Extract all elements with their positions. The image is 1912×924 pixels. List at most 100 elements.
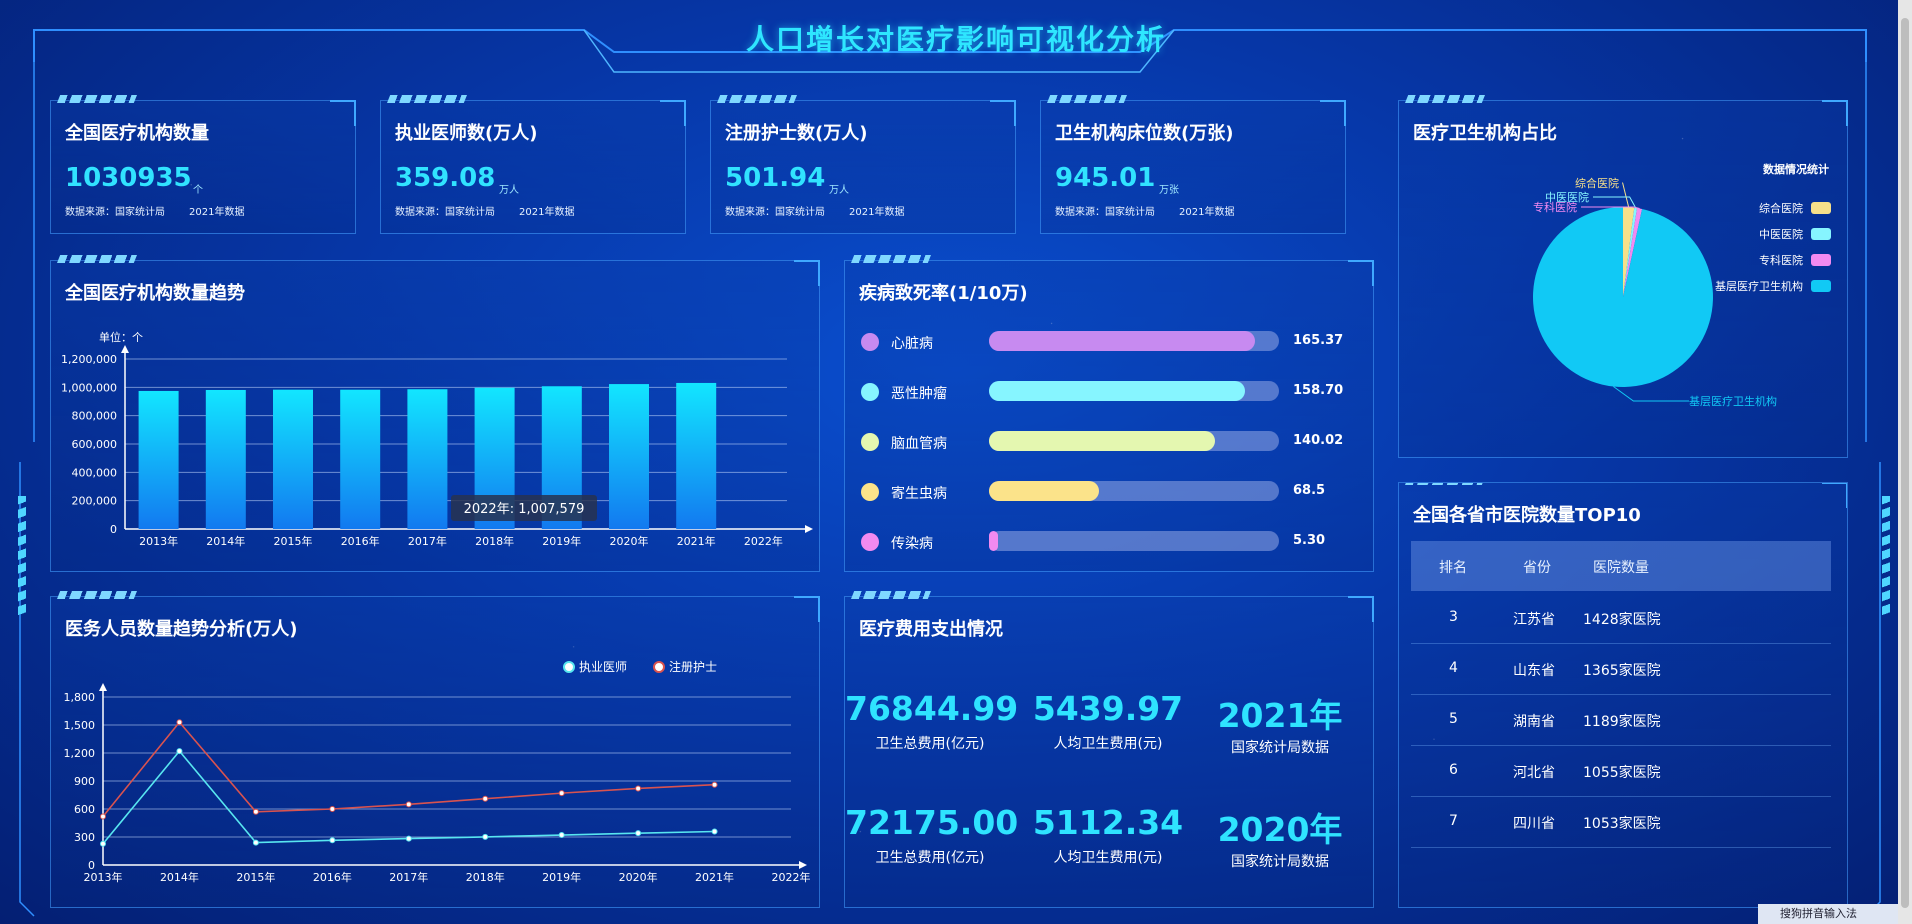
pie-legend-swatch[interactable]: [1811, 202, 1831, 214]
pie-slice-专科医院[interactable]: [1623, 208, 1643, 297]
expense-label: 卫生总费用(亿元): [875, 736, 985, 752]
bar-y-tick-label: 0: [110, 523, 117, 536]
pie-slice-综合医院[interactable]: [1623, 207, 1635, 297]
pie-legend-label[interactable]: 专科医院: [1759, 253, 1803, 267]
line-point[interactable]: [176, 748, 183, 755]
line-point[interactable]: [100, 813, 106, 820]
expense-year-2021: 2021年: [1217, 696, 1343, 735]
pie-slice-中医医院[interactable]: [1623, 207, 1638, 297]
bar-2014年[interactable]: [205, 389, 246, 529]
kpi-card-beds: 卫生机构床位数(万张) 945.01 万张 数据来源：国家统计局 2021年数据: [1040, 100, 1346, 234]
ime-status-bar[interactable]: 搜狗拼音输入法: [1758, 904, 1898, 924]
panel-title: 医疗卫生机构占比: [1413, 123, 1557, 144]
disease-row: 脑血管病 140.02: [861, 431, 1343, 453]
bar-y-tick-label: 600,000: [72, 438, 118, 451]
bar-2017年[interactable]: [407, 389, 448, 529]
scrollbar-thumb[interactable]: [1901, 18, 1909, 908]
legend-label[interactable]: 执业医师: [579, 660, 627, 674]
table-row[interactable]: 4 山东省 1365家医院: [1411, 644, 1831, 695]
line-x-tick-label: 2016年: [313, 870, 352, 884]
pie-legend-swatch[interactable]: [1811, 228, 1831, 240]
line-point[interactable]: [176, 719, 183, 726]
bar-y-tick-label: 1,000,000: [61, 381, 117, 394]
line-point[interactable]: [711, 828, 718, 835]
kpi-source: 数据来源：国家统计局: [395, 207, 495, 218]
line-y-tick-label: 300: [74, 831, 95, 844]
panel-title: 全国医疗机构数量趋势: [65, 283, 245, 304]
line-point[interactable]: [482, 795, 489, 802]
pie-legend-label[interactable]: 综合医院: [1759, 201, 1803, 215]
panel-title: 疾病致死率(1/10万): [859, 283, 1028, 304]
line-y-tick-label: 1,200: [64, 747, 96, 760]
bar-2015年[interactable]: [273, 389, 313, 529]
line-x-tick-label: 2018年: [466, 870, 505, 884]
kpi-year: 2021年数据: [519, 207, 575, 218]
institution-trend-panel: 全国医疗机构数量趋势 单位：个 2013年 2014年 2015年 2016年 2017…: [50, 260, 820, 572]
kpi-unit: 万人: [499, 185, 519, 196]
line-point[interactable]: [558, 790, 565, 797]
legend-marker[interactable]: [563, 661, 575, 673]
disease-bar-track: [989, 481, 1279, 501]
cell-province: 江苏省: [1513, 612, 1555, 628]
pie-callout-label: 中医医院: [1545, 190, 1589, 204]
disease-row: 寄生虫病 68.5: [861, 481, 1331, 503]
pie-legend-swatch[interactable]: [1811, 254, 1831, 266]
disease-bar-track: [989, 531, 1279, 551]
line-point[interactable]: [329, 837, 336, 844]
disease-value: 68.5: [1293, 483, 1326, 498]
line-x-tick-label: 2019年: [542, 870, 581, 884]
kpi-unit: 万张: [1159, 185, 1179, 196]
line-point[interactable]: [405, 801, 412, 808]
table-row[interactable]: 7 四川省 1053家医院: [1411, 797, 1831, 848]
page-scrollbar[interactable]: [1898, 0, 1912, 924]
right-side-decoration: [1882, 496, 1890, 616]
cell-province: 山东省: [1513, 663, 1555, 679]
legend-marker[interactable]: [653, 661, 665, 673]
line-point[interactable]: [252, 808, 259, 815]
panel-title: 医务人员数量趋势分析(万人): [65, 619, 298, 640]
legend-label[interactable]: 注册护士: [669, 659, 717, 674]
kpi-card-doctors: 执业医师数(万人) 359.08 万人 数据来源：国家统计局 2021年数据: [380, 100, 686, 234]
kpi-value: 1030935: [65, 163, 192, 193]
pie-callout-line: [1613, 386, 1689, 402]
cell-count: 1189家医院: [1583, 714, 1661, 730]
disease-bar-fill: [989, 331, 1256, 351]
line-point[interactable]: [482, 833, 489, 840]
line-point[interactable]: [558, 832, 565, 839]
bar-2013年[interactable]: [138, 390, 179, 529]
disease-row: 恶性肿瘤 158.70: [861, 381, 1343, 403]
line-y-tick-label: 1,500: [64, 719, 96, 732]
line-point[interactable]: [635, 785, 642, 792]
expense-label: 国家统计局数据: [1231, 854, 1329, 870]
disease-dot: [861, 383, 879, 401]
disease-dot: [861, 533, 879, 551]
chart-tooltip-text: 2022年: 1,007,579: [464, 502, 585, 517]
line-point[interactable]: [405, 835, 412, 842]
kpi-source: 数据来源：国家统计局: [1055, 207, 1155, 218]
bar-2020年[interactable]: [609, 384, 649, 529]
pie-callout-label: 专科医院: [1533, 200, 1577, 214]
cell-count: 1428家医院: [1583, 612, 1661, 628]
line-point[interactable]: [252, 839, 259, 846]
pie-legend-swatch[interactable]: [1811, 280, 1831, 292]
pie-slice-基层医疗卫生机构[interactable]: [1533, 207, 1713, 387]
line-point[interactable]: [635, 830, 642, 837]
disease-value: 158.70: [1293, 383, 1344, 398]
table-row[interactable]: 3 江苏省 1428家医院: [1411, 593, 1831, 644]
table-row[interactable]: 6 河北省 1055家医院: [1411, 746, 1831, 797]
cell-count: 1365家医院: [1583, 663, 1661, 679]
line-point[interactable]: [329, 806, 336, 812]
ime-label: 搜狗拼音输入法: [1780, 907, 1857, 920]
line-point[interactable]: [711, 781, 718, 788]
bar-2021年[interactable]: [676, 382, 717, 529]
bar-2016年[interactable]: [340, 389, 381, 529]
bar-y-tick-label: 400,000: [72, 466, 118, 479]
table-row[interactable]: 5 湖南省 1189家医院: [1411, 695, 1831, 746]
pie-legend-label[interactable]: 基层医疗卫生机构: [1715, 279, 1803, 293]
line-series-执业医师: [102, 749, 715, 845]
pie-legend-label[interactable]: 中医医院: [1759, 227, 1803, 241]
kpi-unit: 万人: [829, 185, 849, 196]
line-point[interactable]: [100, 840, 106, 847]
kpi-title: 注册护士数(万人): [725, 123, 868, 144]
